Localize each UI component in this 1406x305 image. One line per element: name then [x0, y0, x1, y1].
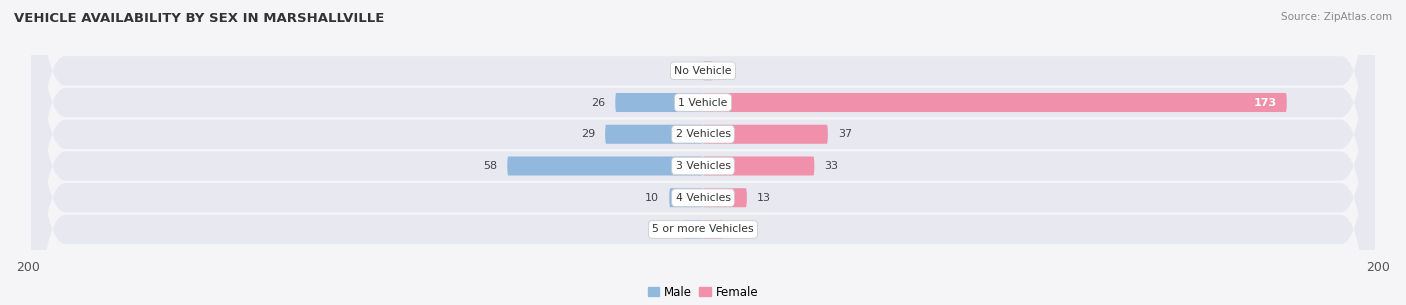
FancyBboxPatch shape [508, 156, 703, 175]
Text: 10: 10 [645, 193, 659, 203]
Text: 33: 33 [824, 161, 838, 171]
Text: 2 Vehicles: 2 Vehicles [675, 129, 731, 139]
Text: 5 or more Vehicles: 5 or more Vehicles [652, 224, 754, 235]
FancyBboxPatch shape [31, 0, 1375, 305]
FancyBboxPatch shape [605, 125, 703, 144]
FancyBboxPatch shape [703, 156, 814, 175]
FancyBboxPatch shape [703, 188, 747, 207]
Text: 6: 6 [734, 224, 741, 235]
FancyBboxPatch shape [31, 0, 1375, 305]
Text: 3 Vehicles: 3 Vehicles [675, 161, 731, 171]
FancyBboxPatch shape [31, 0, 1375, 305]
Text: 1 Vehicle: 1 Vehicle [678, 98, 728, 107]
Text: 13: 13 [756, 193, 770, 203]
Text: 58: 58 [484, 161, 498, 171]
FancyBboxPatch shape [31, 0, 1375, 305]
Text: 37: 37 [838, 129, 852, 139]
FancyBboxPatch shape [703, 93, 1286, 112]
Legend: Male, Female: Male, Female [648, 286, 758, 299]
FancyBboxPatch shape [616, 93, 703, 112]
Text: No Vehicle: No Vehicle [675, 66, 731, 76]
FancyBboxPatch shape [703, 125, 828, 144]
FancyBboxPatch shape [31, 0, 1375, 305]
FancyBboxPatch shape [683, 220, 703, 239]
FancyBboxPatch shape [31, 0, 1375, 305]
FancyBboxPatch shape [703, 220, 723, 239]
Text: VEHICLE AVAILABILITY BY SEX IN MARSHALLVILLE: VEHICLE AVAILABILITY BY SEX IN MARSHALLV… [14, 12, 384, 25]
Text: 0: 0 [686, 66, 693, 76]
Text: 4 Vehicles: 4 Vehicles [675, 193, 731, 203]
Text: 3: 3 [723, 66, 730, 76]
Text: 173: 173 [1254, 98, 1277, 107]
Text: 29: 29 [581, 129, 595, 139]
Text: 26: 26 [591, 98, 605, 107]
Text: Source: ZipAtlas.com: Source: ZipAtlas.com [1281, 12, 1392, 22]
Text: 6: 6 [665, 224, 672, 235]
FancyBboxPatch shape [669, 188, 703, 207]
FancyBboxPatch shape [703, 61, 713, 80]
